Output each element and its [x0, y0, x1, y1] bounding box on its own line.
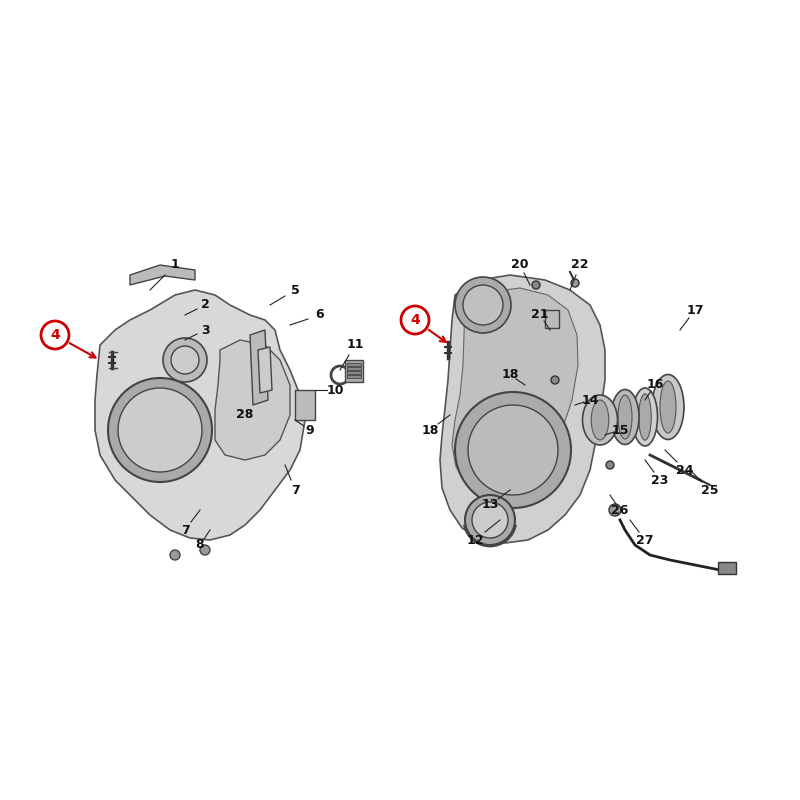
- Circle shape: [606, 461, 614, 469]
- Text: 23: 23: [651, 474, 669, 486]
- Ellipse shape: [660, 381, 676, 433]
- Circle shape: [170, 550, 180, 560]
- Bar: [347, 363, 361, 366]
- Ellipse shape: [618, 395, 632, 439]
- Bar: [345, 360, 363, 382]
- Text: 24: 24: [676, 463, 694, 477]
- Bar: [347, 367, 361, 370]
- Text: 13: 13: [482, 498, 498, 511]
- Circle shape: [200, 545, 210, 555]
- Circle shape: [465, 495, 515, 545]
- Bar: [347, 371, 361, 374]
- Text: 4: 4: [410, 313, 420, 327]
- Text: 7: 7: [181, 523, 190, 537]
- Text: 16: 16: [646, 378, 664, 391]
- Ellipse shape: [582, 395, 618, 445]
- Polygon shape: [130, 265, 195, 285]
- Text: 8: 8: [196, 538, 204, 551]
- Bar: [545, 310, 559, 328]
- Text: 21: 21: [531, 309, 549, 322]
- Circle shape: [118, 388, 202, 472]
- Bar: [295, 390, 315, 420]
- Text: 3: 3: [201, 323, 210, 337]
- Text: 1: 1: [170, 258, 179, 271]
- Text: 11: 11: [346, 338, 364, 351]
- Polygon shape: [452, 288, 578, 493]
- Text: 7: 7: [290, 483, 299, 497]
- Text: 27: 27: [636, 534, 654, 546]
- Text: 18: 18: [502, 369, 518, 382]
- Text: 20: 20: [511, 258, 529, 271]
- Text: 2: 2: [201, 298, 210, 311]
- Circle shape: [472, 502, 508, 538]
- Text: 6: 6: [316, 309, 324, 322]
- Text: 28: 28: [236, 409, 254, 422]
- Text: 5: 5: [290, 283, 299, 297]
- Text: 9: 9: [306, 423, 314, 437]
- Ellipse shape: [633, 388, 658, 446]
- Polygon shape: [440, 275, 605, 543]
- Text: 25: 25: [702, 483, 718, 497]
- Polygon shape: [258, 347, 272, 393]
- Text: 26: 26: [611, 503, 629, 517]
- Text: 22: 22: [571, 258, 589, 271]
- Circle shape: [455, 392, 571, 508]
- Bar: [347, 375, 361, 378]
- Circle shape: [171, 346, 199, 374]
- Circle shape: [532, 281, 540, 289]
- Circle shape: [463, 285, 503, 325]
- Text: 4: 4: [50, 328, 60, 342]
- Ellipse shape: [652, 374, 684, 439]
- Bar: [718, 562, 736, 574]
- Circle shape: [551, 376, 559, 384]
- Ellipse shape: [591, 400, 609, 440]
- Polygon shape: [95, 290, 305, 540]
- Text: 12: 12: [466, 534, 484, 546]
- Circle shape: [108, 378, 212, 482]
- Text: 18: 18: [422, 423, 438, 437]
- Text: 17: 17: [686, 303, 704, 317]
- Polygon shape: [215, 340, 290, 460]
- Circle shape: [609, 504, 621, 516]
- Ellipse shape: [638, 394, 651, 440]
- Circle shape: [468, 405, 558, 495]
- Polygon shape: [250, 330, 268, 405]
- Circle shape: [571, 279, 579, 287]
- Text: 10: 10: [326, 383, 344, 397]
- Circle shape: [163, 338, 207, 382]
- Ellipse shape: [611, 390, 639, 445]
- Text: 14: 14: [582, 394, 598, 406]
- Circle shape: [455, 277, 511, 333]
- Text: 15: 15: [611, 423, 629, 437]
